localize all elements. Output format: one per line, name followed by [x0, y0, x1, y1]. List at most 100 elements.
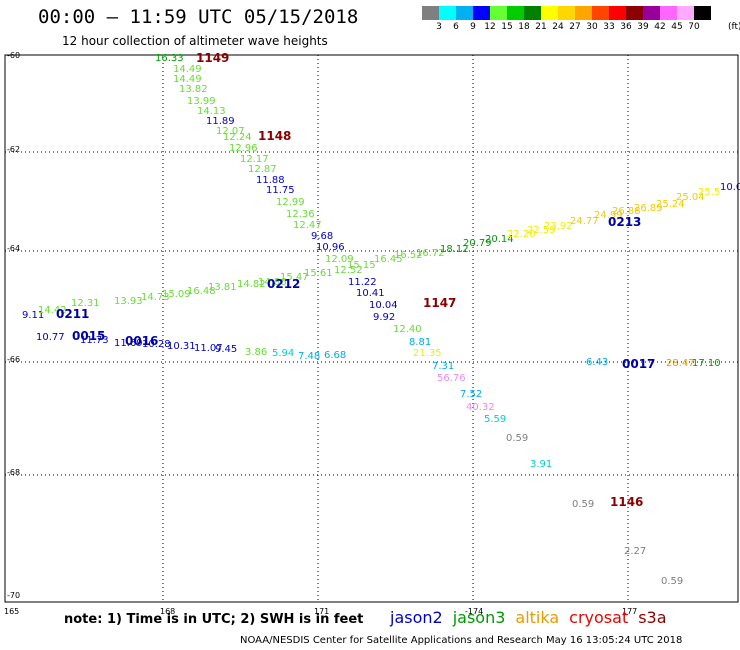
wave-height-reading: 15.47 — [280, 272, 309, 283]
wave-height-reading: 23.92 — [544, 221, 573, 232]
wave-height-reading: 13.81 — [208, 282, 237, 293]
pass-id-label: 0212 — [267, 277, 300, 291]
color-swatch — [677, 6, 694, 20]
wave-height-reading: 7.48 — [298, 351, 320, 362]
latitude-label: -66 — [7, 355, 20, 364]
wave-height-reading: 12.09 — [325, 254, 354, 265]
latitude-label: -62 — [7, 145, 20, 154]
latitude-label: -60 — [7, 51, 20, 60]
wave-height-reading: 12.07 — [216, 126, 245, 137]
wave-height-reading: 15.15 — [347, 260, 376, 271]
pass-id-label: 1149 — [196, 51, 229, 65]
legend-item: cryosat — [569, 608, 629, 627]
wave-height-reading: 12.47 — [293, 220, 322, 231]
color-scale-unit: (ft) — [728, 22, 740, 32]
color-scale-tick: 6 — [453, 22, 459, 32]
wave-height-reading: 12.99 — [276, 197, 305, 208]
wave-height-reading: 3.91 — [530, 459, 552, 470]
color-scale-tick: 12 — [484, 22, 496, 32]
wave-height-reading: 28.47 — [666, 358, 695, 369]
color-scale-tick: 45 — [671, 22, 683, 32]
longitude-label: 177 — [622, 607, 637, 616]
wave-height-reading: 12.40 — [393, 324, 422, 335]
wave-height-reading: 11.88 — [256, 175, 285, 186]
wave-height-reading: 14.86 — [258, 277, 287, 288]
wave-height-reading: 12.31 — [71, 298, 100, 309]
wave-height-reading: 10.28 — [142, 339, 171, 350]
wave-height-reading: 10.41 — [356, 288, 385, 299]
pass-id-label: 0016 — [125, 334, 158, 348]
wave-height-reading: 11.22 — [348, 277, 377, 288]
wave-height-reading: 0.59 — [572, 499, 594, 510]
wave-height-reading: 24.99 — [594, 210, 623, 221]
pass-id-label: 0017 — [622, 357, 655, 371]
color-swatch — [490, 6, 507, 20]
wave-height-reading: 11.69 — [114, 338, 143, 349]
wave-height-reading: 56.76 — [437, 373, 466, 384]
color-swatch — [507, 6, 524, 20]
color-swatch — [439, 6, 456, 20]
page-subtitle: 12 hour collection of altimeter wave hei… — [62, 34, 328, 48]
wave-height-reading: 25.04 — [676, 192, 705, 203]
wave-height-reading: 9.68 — [311, 231, 333, 242]
pass-id-label: 1147 — [423, 296, 456, 310]
wave-height-reading: 12.17 — [240, 154, 269, 165]
wave-height-reading: 12.52 — [334, 265, 363, 276]
color-scale-swatches — [422, 6, 711, 20]
legend-item: jason2 — [390, 608, 443, 627]
pass-id-label: 1148 — [258, 129, 291, 143]
color-scale-tick: 33 — [603, 22, 615, 32]
wave-height-reading: 14.42 — [38, 305, 67, 316]
wave-height-reading: 13.99 — [187, 96, 216, 107]
credit-line: NOAA/NESDIS Center for Satellite Applica… — [240, 635, 683, 646]
wave-height-reading: 2.27 — [624, 546, 646, 557]
wave-height-reading: 5.59 — [484, 414, 506, 425]
wave-height-reading: 16.52 — [394, 250, 423, 261]
map-grid — [5, 55, 738, 602]
wave-height-reading: 10.77 — [36, 332, 65, 343]
map-border — [4, 54, 739, 603]
color-swatch — [626, 6, 643, 20]
wave-height-reading: 21.35 — [413, 348, 442, 359]
color-swatch — [694, 6, 711, 20]
pass-id-label: 1146 — [610, 495, 643, 509]
longitude-label: -174 — [465, 607, 483, 616]
pass-labels: 1149 1148 1147 1146 0211 0212 0213 0015 0016 0017 — [56, 51, 655, 509]
wave-height-reading: 16.72 — [416, 248, 445, 259]
latitude-label: -68 — [7, 468, 20, 477]
wave-height-reading: 11.75 — [266, 185, 295, 196]
color-scale-tick: 9 — [470, 22, 476, 32]
wave-height-reading: 12.36 — [286, 209, 315, 220]
longitude-label: 168 — [160, 607, 175, 616]
wave-height-reading: 13.93 — [114, 296, 143, 307]
wave-height-reading: 22.20 — [507, 229, 536, 240]
color-swatch — [660, 6, 677, 20]
wave-height-reading: 5.94 — [272, 348, 294, 359]
wave-height-reading: 15.61 — [304, 268, 333, 279]
wave-height-reading: 25.5 — [698, 187, 720, 198]
color-swatch — [541, 6, 558, 20]
wave-height-reading: 0.59 — [506, 433, 528, 444]
pass-id-label: 0211 — [56, 307, 89, 321]
wave-height-reading: 14.73 — [141, 292, 170, 303]
wave-height-reading: 15.09 — [162, 289, 191, 300]
wave-height-reading: 7.52 — [460, 389, 482, 400]
color-scale-tick: 24 — [552, 22, 564, 32]
map-frame — [4, 54, 739, 603]
longitude-label: 165 — [4, 607, 19, 616]
wave-height-reading: 16.48 — [187, 286, 216, 297]
wave-height-reading: 12.87 — [248, 164, 277, 175]
pass-id-label: 0015 — [72, 329, 105, 343]
color-scale-tick: 21 — [535, 22, 547, 32]
color-swatch — [609, 6, 626, 20]
wave-height-reading: 10.06 — [720, 182, 740, 193]
wave-height-reading: 11.89 — [206, 116, 235, 127]
color-scale-tick: 39 — [637, 22, 649, 32]
wave-height-reading: 11.73 — [80, 335, 109, 346]
color-scale-tick: 3 — [436, 22, 442, 32]
color-scale-tick: 30 — [586, 22, 598, 32]
footnote: note: 1) Time is in UTC; 2) SWH is in fe… — [64, 612, 364, 627]
wave-height-reading: 10.96 — [316, 242, 345, 253]
wave-height-reading: 26.89 — [634, 203, 663, 214]
